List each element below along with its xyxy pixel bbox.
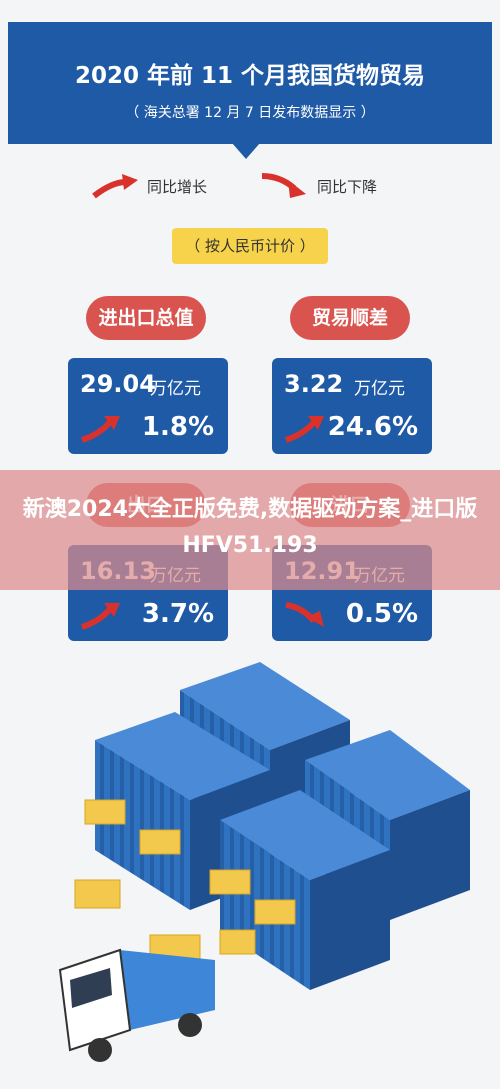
trend-arrow	[81, 603, 120, 630]
card-label: 进出口总值	[86, 296, 206, 340]
title: 2020 年前 11 个月我国货物贸易	[74, 63, 426, 89]
card-change: 3.7%	[141, 599, 214, 629]
card-change: 24.6%	[327, 412, 418, 442]
legend-down: 同比下降	[317, 178, 378, 196]
card: 3.22 万亿元 24.6%	[272, 358, 432, 454]
up-arrow	[92, 174, 138, 199]
pointer	[232, 143, 260, 159]
trend-arrow	[81, 416, 120, 443]
trend-arrow	[285, 416, 324, 443]
card-unit: 万亿元	[354, 379, 405, 399]
down-arrow	[261, 173, 306, 198]
card-change: 0.5%	[345, 599, 418, 629]
unit-note: （ 按人民币计价 ）	[172, 228, 328, 264]
trend-arrow	[285, 602, 324, 627]
card-label: 贸易顺差	[290, 296, 410, 340]
subtitle: （ 海关总署 12 月 7 日发布数据显示 ）	[125, 105, 375, 121]
illustration	[58, 662, 470, 1062]
overlay-banner: 新澳2024大全正版免费,数据驱动方案_进口版HFV51.193	[0, 470, 500, 590]
card-value: 29.04	[80, 370, 156, 398]
card: 29.04 万亿元 1.8%	[68, 358, 228, 454]
legend-up: 同比增长	[147, 178, 208, 196]
card-change: 1.8%	[141, 412, 214, 442]
card-unit: 万亿元	[150, 379, 201, 399]
header: 2020 年前 11 个月我国货物贸易 （ 海关总署 12 月 7 日发布数据显…	[8, 22, 492, 144]
card-value: 3.22	[284, 370, 344, 398]
